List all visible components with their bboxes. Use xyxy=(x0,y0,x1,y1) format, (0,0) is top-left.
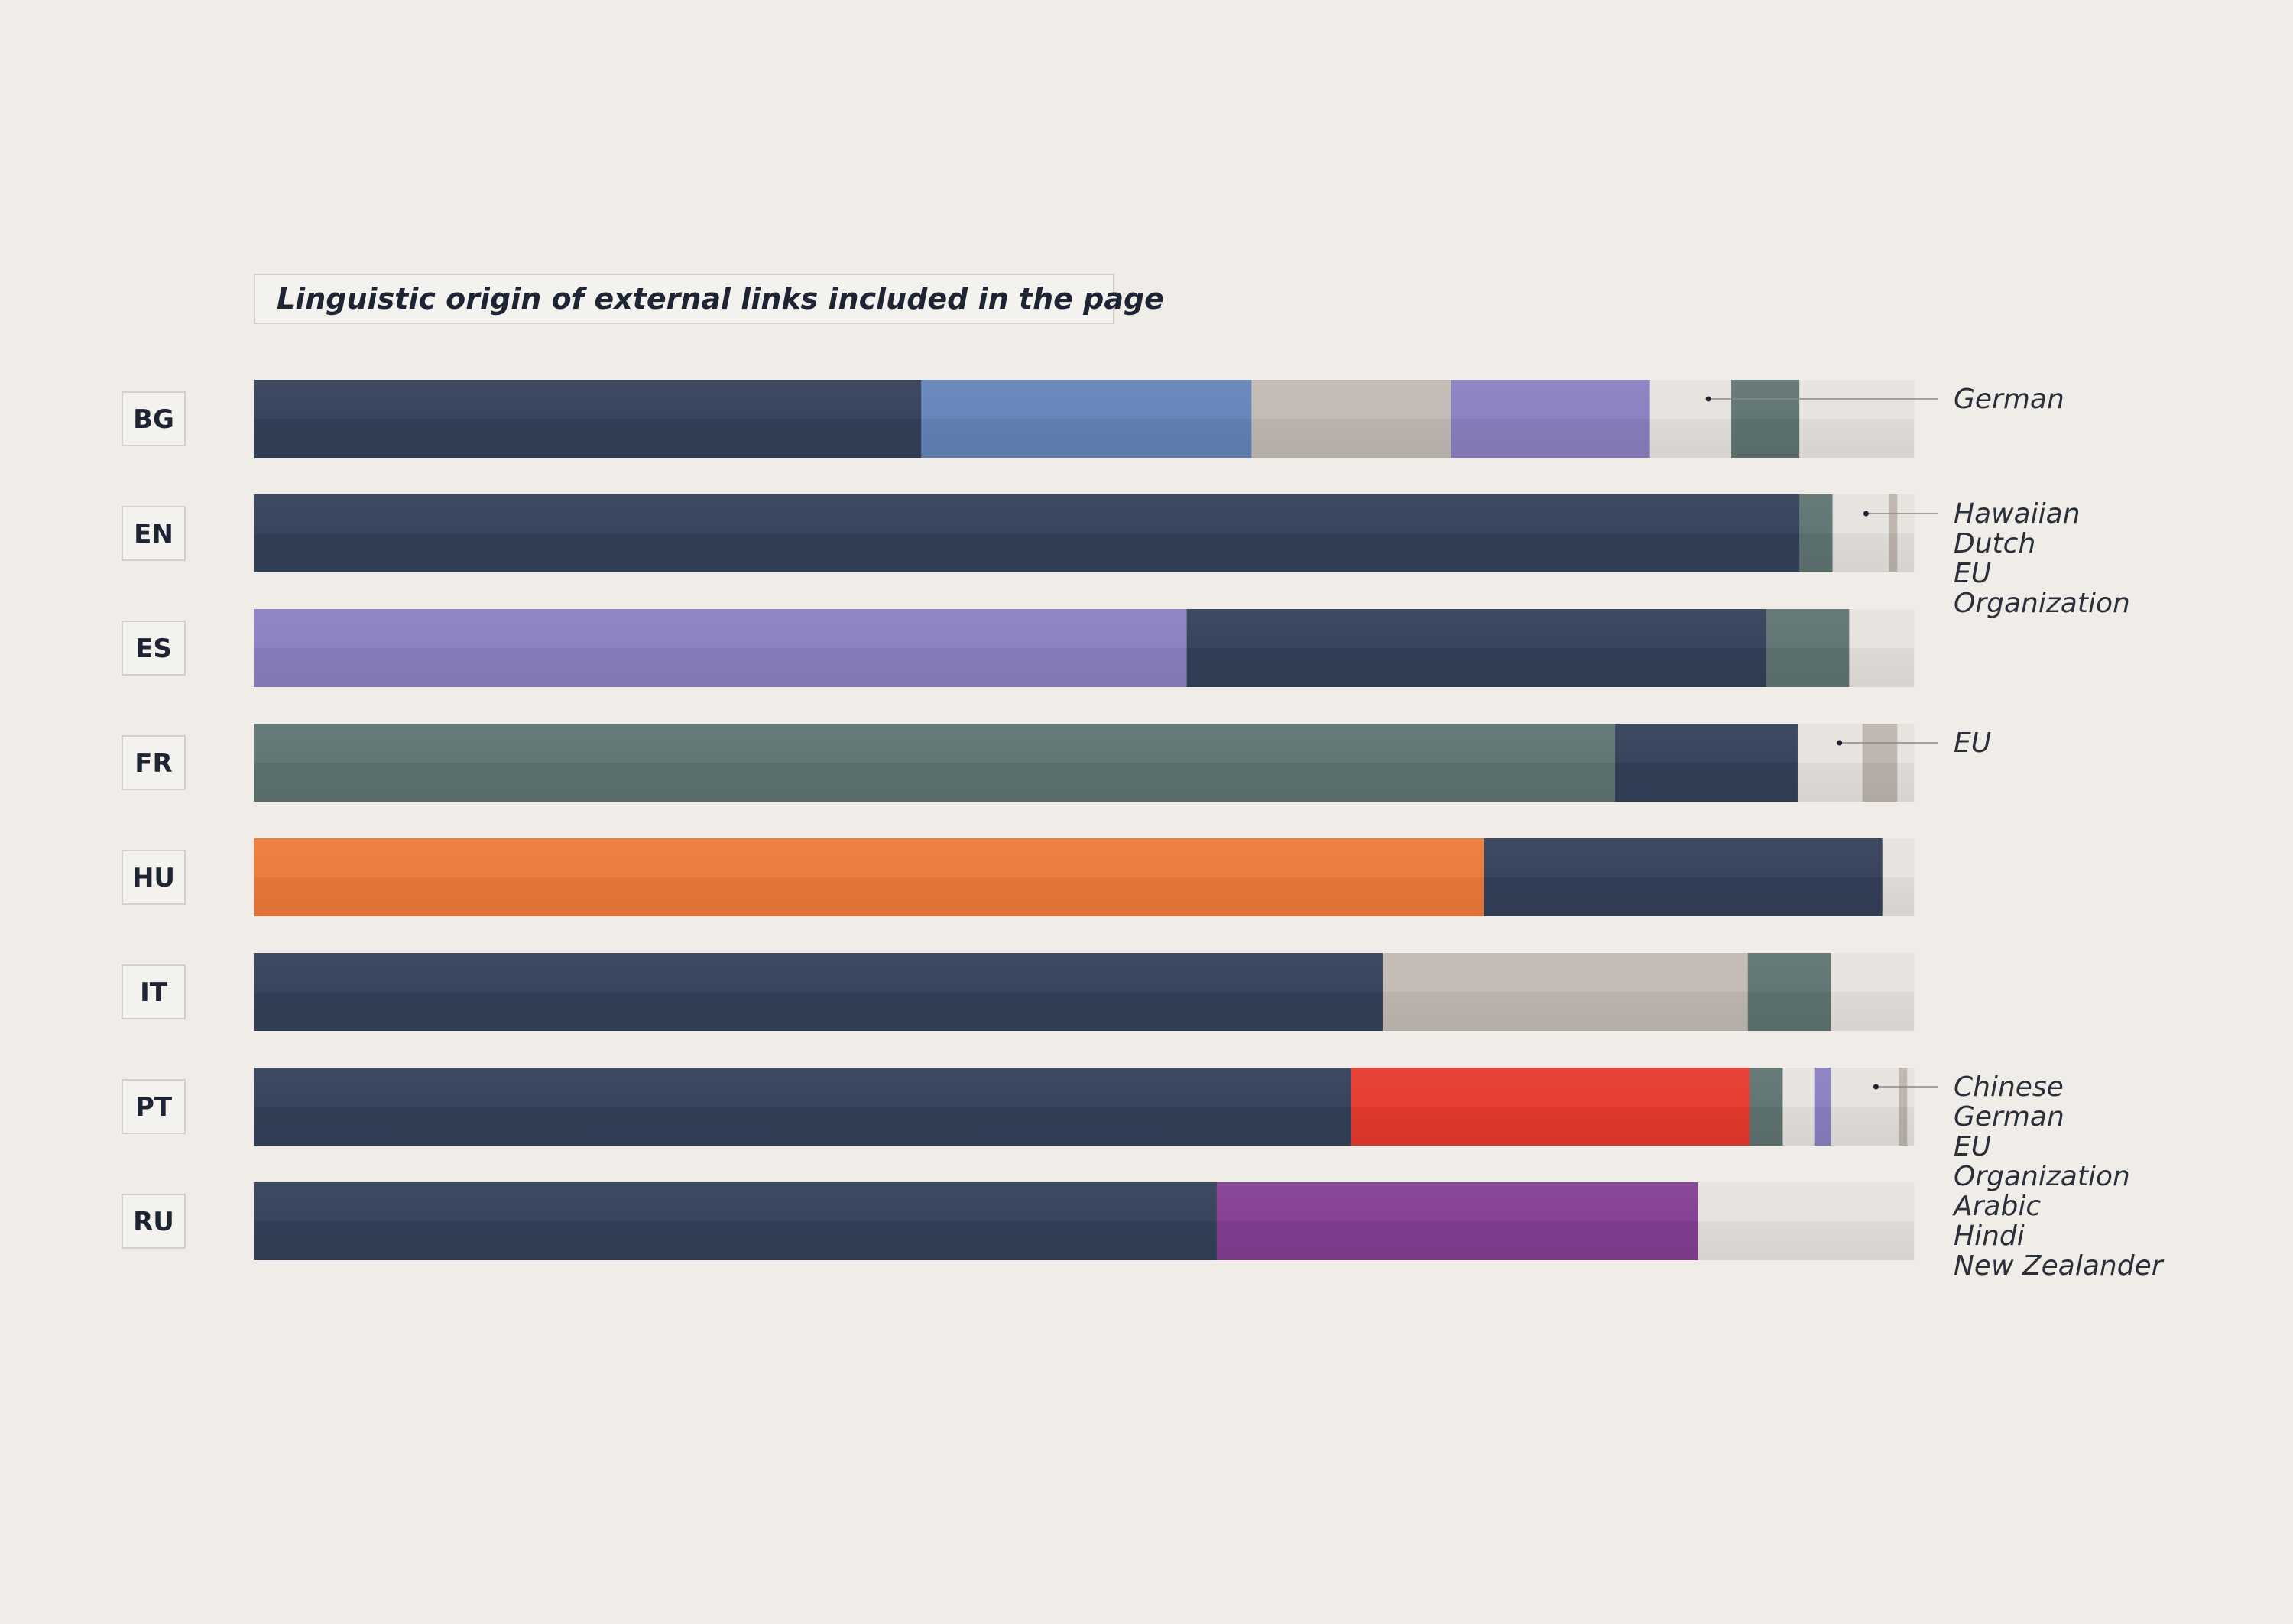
bar-shading xyxy=(254,1068,1914,1146)
bar-shading xyxy=(254,953,1914,1031)
chart-title: Linguistic origin of external links incl… xyxy=(254,274,1164,324)
row-label: HU xyxy=(132,863,175,893)
row-label-box xyxy=(122,850,186,905)
row-label-box xyxy=(122,735,186,790)
row-label-box xyxy=(122,1194,186,1249)
bar-shading xyxy=(254,380,1914,458)
row-label-box xyxy=(122,621,186,676)
annotation-dot xyxy=(1863,511,1869,517)
row-label: BG xyxy=(133,404,174,435)
bar-shading xyxy=(254,494,1914,572)
annotation-label: Arabic xyxy=(1952,1191,2041,1222)
annotation-dot xyxy=(1873,1084,1879,1090)
annotation-label: Organization xyxy=(1954,1161,2130,1192)
row-label: ES xyxy=(135,634,172,664)
annotation-label: Organization xyxy=(1954,588,2130,619)
annotation-label: Chinese xyxy=(1954,1071,2064,1103)
annotation-label: New Zealander xyxy=(1954,1250,2165,1282)
row-label: FR xyxy=(135,748,172,779)
annotation-label: EU xyxy=(1954,1131,1991,1162)
row-label: EN xyxy=(134,519,174,549)
row-label-box xyxy=(122,391,186,446)
annotation-label: EU xyxy=(1954,728,1991,759)
annotation-dot xyxy=(1705,396,1711,402)
annotation-label: Hawaiian xyxy=(1954,498,2081,530)
row-label: IT xyxy=(140,977,168,1008)
annotation-label: German xyxy=(1954,1101,2064,1133)
annotation-label: German xyxy=(1954,384,2064,415)
row-label-box xyxy=(122,1079,186,1134)
row-label: PT xyxy=(135,1092,173,1123)
annotation-dot xyxy=(1837,740,1843,746)
annotation-label: EU xyxy=(1954,558,1991,589)
bar-shading xyxy=(254,724,1914,802)
bar-shading xyxy=(254,1182,1914,1260)
bar-shading xyxy=(254,609,1914,687)
annotation-label: Hindi xyxy=(1954,1220,2025,1252)
bar-shading xyxy=(254,838,1914,916)
annotation-label: Dutch xyxy=(1954,528,2035,559)
row-label-box xyxy=(122,506,186,561)
row-label: RU xyxy=(133,1207,174,1237)
row-label-box xyxy=(122,964,186,1019)
